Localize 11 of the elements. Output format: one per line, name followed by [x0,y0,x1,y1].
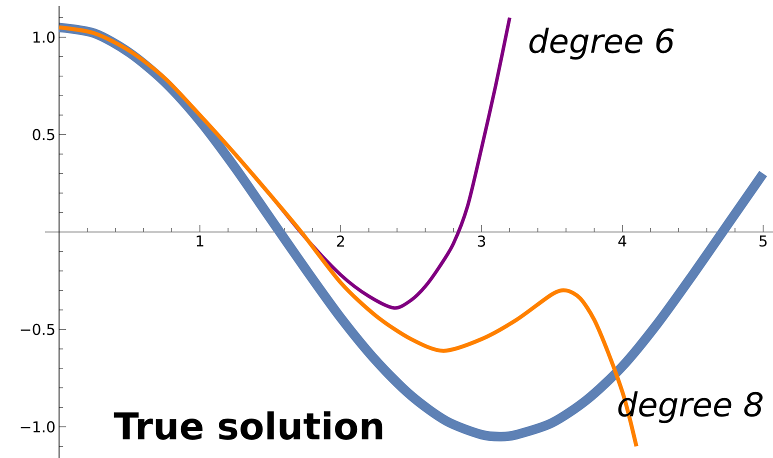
x-tick-label: 4 [618,236,626,246]
series-label: degree 6 [529,28,674,60]
x-tick-label: 1 [196,236,204,246]
series-label: True solution [114,411,382,440]
x-tick-label: 5 [760,236,767,247]
x-tick-label: 2 [337,236,344,247]
y-tick-label: 0.5 [32,128,54,140]
y-tick-label: −0.5 [20,324,54,336]
y-tick-label: 1.0 [33,32,55,43]
y-tick-label: −1.0 [20,421,55,432]
x-tick-label: 3 [478,236,486,247]
